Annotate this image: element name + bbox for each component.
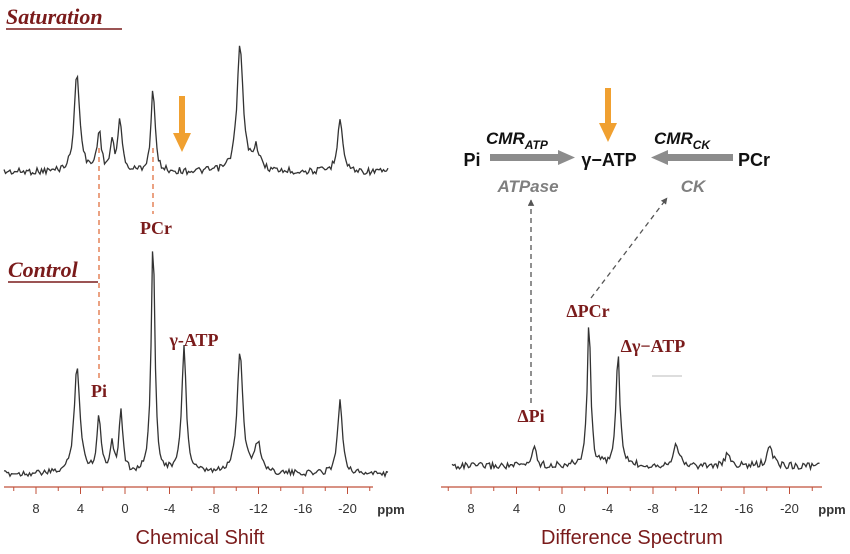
cmr-ck-subscript: CK [693, 138, 712, 152]
right-panel: Pi γ−ATP PCr CMRATP CMRCK ATPase CK ΔPCr… [441, 88, 846, 549]
left-axis-tick-label: 0 [121, 501, 128, 516]
scheme-gamma-atp: γ−ATP [581, 150, 636, 170]
right-ppm-axis: 8 4 0 -4 -8 -12 -16 -20 [441, 486, 822, 516]
cmr-atp-main: CMR [486, 129, 525, 148]
left-ppm-axis: 8 4 0 -4 -8 -12 -16 -20 [4, 486, 373, 516]
left-axis-tick-label: -16 [294, 501, 313, 516]
left-axis-tick-label: -20 [338, 501, 357, 516]
cmr-atp-subscript: ATP [524, 138, 549, 152]
gamma-atp-arrow-icon [599, 88, 617, 142]
left-axis-tick-label: -4 [164, 501, 176, 516]
scheme-pcr: PCr [738, 150, 770, 170]
right-axis-tick-label: -4 [602, 501, 614, 516]
right-axis-tick-label: 0 [558, 501, 565, 516]
ck-flux-arrow-icon [651, 150, 733, 165]
right-axis-tick-label: -8 [647, 501, 659, 516]
delta-pcr-peak-label: ΔPCr [566, 301, 609, 321]
pi-peak-label: Pi [91, 381, 107, 401]
cmr-ck-label: CMRCK [654, 129, 711, 152]
delta-pi-peak-label: ΔPi [517, 406, 544, 426]
atpase-label: ATPase [496, 177, 558, 196]
delta-gamma-atp-peak-label: Δγ−ATP [621, 336, 686, 356]
left-axis-title: Chemical Shift [136, 527, 265, 549]
saturation-label: Saturation [6, 4, 103, 29]
difference-spectrum-trace [451, 327, 820, 472]
gamma-atp-peak-label: γ-ATP [168, 330, 218, 350]
left-axis-tick-label: 4 [77, 501, 84, 516]
right-axis-tick-label: -12 [689, 501, 708, 516]
cmr-ck-main: CMR [654, 129, 693, 148]
scheme-pi: Pi [463, 150, 480, 170]
saturation-spectrum-trace [3, 45, 389, 177]
right-axis-title: Difference Spectrum [541, 527, 723, 549]
right-axis-tick-label: -16 [735, 501, 754, 516]
delta-pcr-to-ck-arrow [590, 197, 668, 299]
atpase-flux-arrow-icon [490, 150, 575, 165]
left-axis-tick-label: 8 [32, 501, 39, 516]
control-spectrum-trace [3, 251, 389, 479]
right-axis-tick-label: 8 [467, 501, 474, 516]
cmr-atp-label: CMRATP [486, 129, 549, 152]
ck-label: CK [681, 177, 707, 196]
left-axis-tick-label: -12 [249, 501, 268, 516]
right-axis-unit: ppm [818, 502, 845, 517]
left-panel: Saturation PCr Control γ-ATP Pi 8 4 0 -4 -8 -… [3, 4, 405, 549]
pcr-peak-label: PCr [140, 218, 172, 238]
left-axis-unit: ppm [377, 502, 404, 517]
control-label: Control [8, 257, 79, 282]
left-axis-tick-label: -8 [208, 501, 220, 516]
saturation-arrow-icon [173, 96, 191, 152]
right-axis-tick-label: -20 [780, 501, 799, 516]
right-axis-tick-label: 4 [513, 501, 520, 516]
